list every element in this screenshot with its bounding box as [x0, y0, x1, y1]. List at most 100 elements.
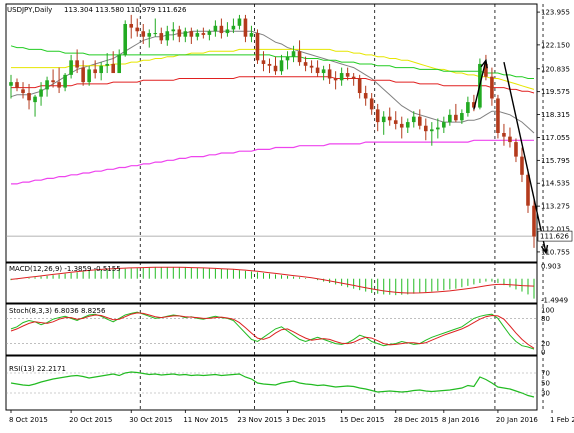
- candle-body: [273, 65, 278, 72]
- candle-body: [165, 31, 170, 41]
- price-tick-label: 123.955: [541, 9, 570, 17]
- trend-arrowhead-1: [540, 244, 549, 255]
- candle-body: [303, 62, 308, 66]
- candle-body: [9, 82, 13, 86]
- time-tick-label: 23 Nov 2015: [237, 416, 282, 424]
- candle-body: [472, 102, 476, 108]
- trend-arrows: [473, 58, 549, 255]
- candle-body: [514, 142, 518, 157]
- price-tick-label: 118.315: [541, 111, 570, 119]
- candle-body: [454, 114, 458, 121]
- candle-body: [526, 174, 530, 206]
- candle-body: [496, 98, 500, 133]
- stoch-label: Stoch(8,3,3) 6.8036 8.8256: [9, 307, 106, 315]
- candle-body: [321, 69, 326, 74]
- candle-body: [267, 63, 272, 66]
- candle-body: [315, 67, 320, 74]
- candle-body: [357, 78, 362, 94]
- candle-body: [39, 89, 43, 97]
- rsi-tick-label: 50: [541, 380, 550, 388]
- candle-body: [75, 60, 79, 68]
- candle-body: [63, 74, 67, 88]
- ma-magenta-line: [11, 139, 534, 185]
- time-tick-label: 8 Oct 2015: [9, 416, 48, 424]
- candle-body: [442, 122, 446, 128]
- price-tick-label: 122.150: [541, 41, 570, 49]
- candle-body: [255, 33, 260, 61]
- price-axes: 123.955 122.150 120.835 119.575 118.315 117.0…: [537, 9, 573, 256]
- candle-body: [375, 109, 380, 123]
- candle-body: [33, 96, 37, 103]
- candle-body: [333, 78, 338, 81]
- candle-body: [381, 116, 386, 123]
- ohlc-label: 113.304 113.580 110.979 111.626: [64, 6, 187, 14]
- candle-body: [207, 31, 212, 35]
- stoch-tick-label: 80: [541, 315, 550, 323]
- macd-tick-label: 0.903: [541, 262, 561, 270]
- candle-body: [141, 31, 146, 37]
- symbol-label: USDJPY,Daily: [7, 6, 52, 14]
- stoch-tick-label: 0: [541, 349, 545, 357]
- candle-body: [484, 63, 488, 77]
- candle-body: [508, 136, 512, 143]
- rsi-line: [10, 371, 535, 398]
- macd-pane: 0.903 -1.4949: [10, 262, 568, 305]
- candle-body: [105, 63, 109, 66]
- candle-body: [27, 93, 31, 101]
- candle-body: [297, 51, 302, 63]
- candle-body: [21, 89, 25, 94]
- candle-body: [81, 67, 85, 83]
- candle-body: [466, 102, 470, 114]
- candle-body: [225, 29, 230, 34]
- pane-frame-price: [5, 3, 538, 263]
- stoch-tick-label: 20: [541, 340, 550, 348]
- candle-body: [213, 25, 218, 32]
- candle-body: [189, 31, 194, 37]
- candle-body: [195, 33, 200, 37]
- ma-yellow-line: [11, 48, 535, 90]
- candle-body: [279, 60, 284, 72]
- candle-body: [423, 125, 428, 132]
- price-tick-label: 110.755: [541, 248, 570, 256]
- candle-body: [261, 60, 266, 64]
- candle-body: [51, 80, 55, 83]
- ma-gray-line: [10, 30, 535, 134]
- pane-frames: [5, 3, 538, 411]
- price-tick-label: 112.015: [541, 226, 570, 234]
- candle-body: [123, 23, 128, 55]
- time-axis: 8 Oct 2015 20 Oct 2015 30 Oct 2015 11 Nov 2…: [9, 410, 574, 424]
- candle-body: [171, 29, 176, 32]
- trend-arrow-0: [473, 60, 487, 110]
- time-tick-label: 1 Feb 2016: [550, 416, 574, 424]
- candle-body: [285, 56, 290, 61]
- candle-body: [45, 80, 49, 90]
- candle-body: [153, 33, 158, 35]
- candle-body: [448, 114, 452, 123]
- time-tick-label: 28 Dec 2015: [394, 416, 439, 424]
- candle-body: [249, 33, 254, 37]
- macd-signal-line: [10, 266, 535, 294]
- candle-body: [231, 25, 236, 30]
- candle-body: [399, 123, 404, 128]
- price-tag-label: 111.626: [540, 233, 569, 241]
- candle-body: [460, 113, 464, 121]
- pane-frame-stoch: [5, 303, 538, 356]
- moving-averages: [6, 30, 537, 237]
- candle-body: [15, 82, 19, 88]
- candle-body: [69, 60, 73, 75]
- ma-red-line: [11, 76, 535, 94]
- time-tick-label: 30 Oct 2015: [129, 416, 172, 424]
- macd-tick-label: -1.4949: [541, 297, 568, 305]
- candle-body: [417, 116, 422, 126]
- candle-body: [159, 33, 164, 41]
- candle-body: [436, 127, 440, 130]
- candle-body: [99, 65, 103, 74]
- price-tick-label: 120.835: [541, 65, 570, 73]
- candle-body: [351, 76, 356, 79]
- candle-body: [117, 54, 122, 74]
- candle-body: [430, 129, 434, 132]
- candle-body: [502, 133, 506, 137]
